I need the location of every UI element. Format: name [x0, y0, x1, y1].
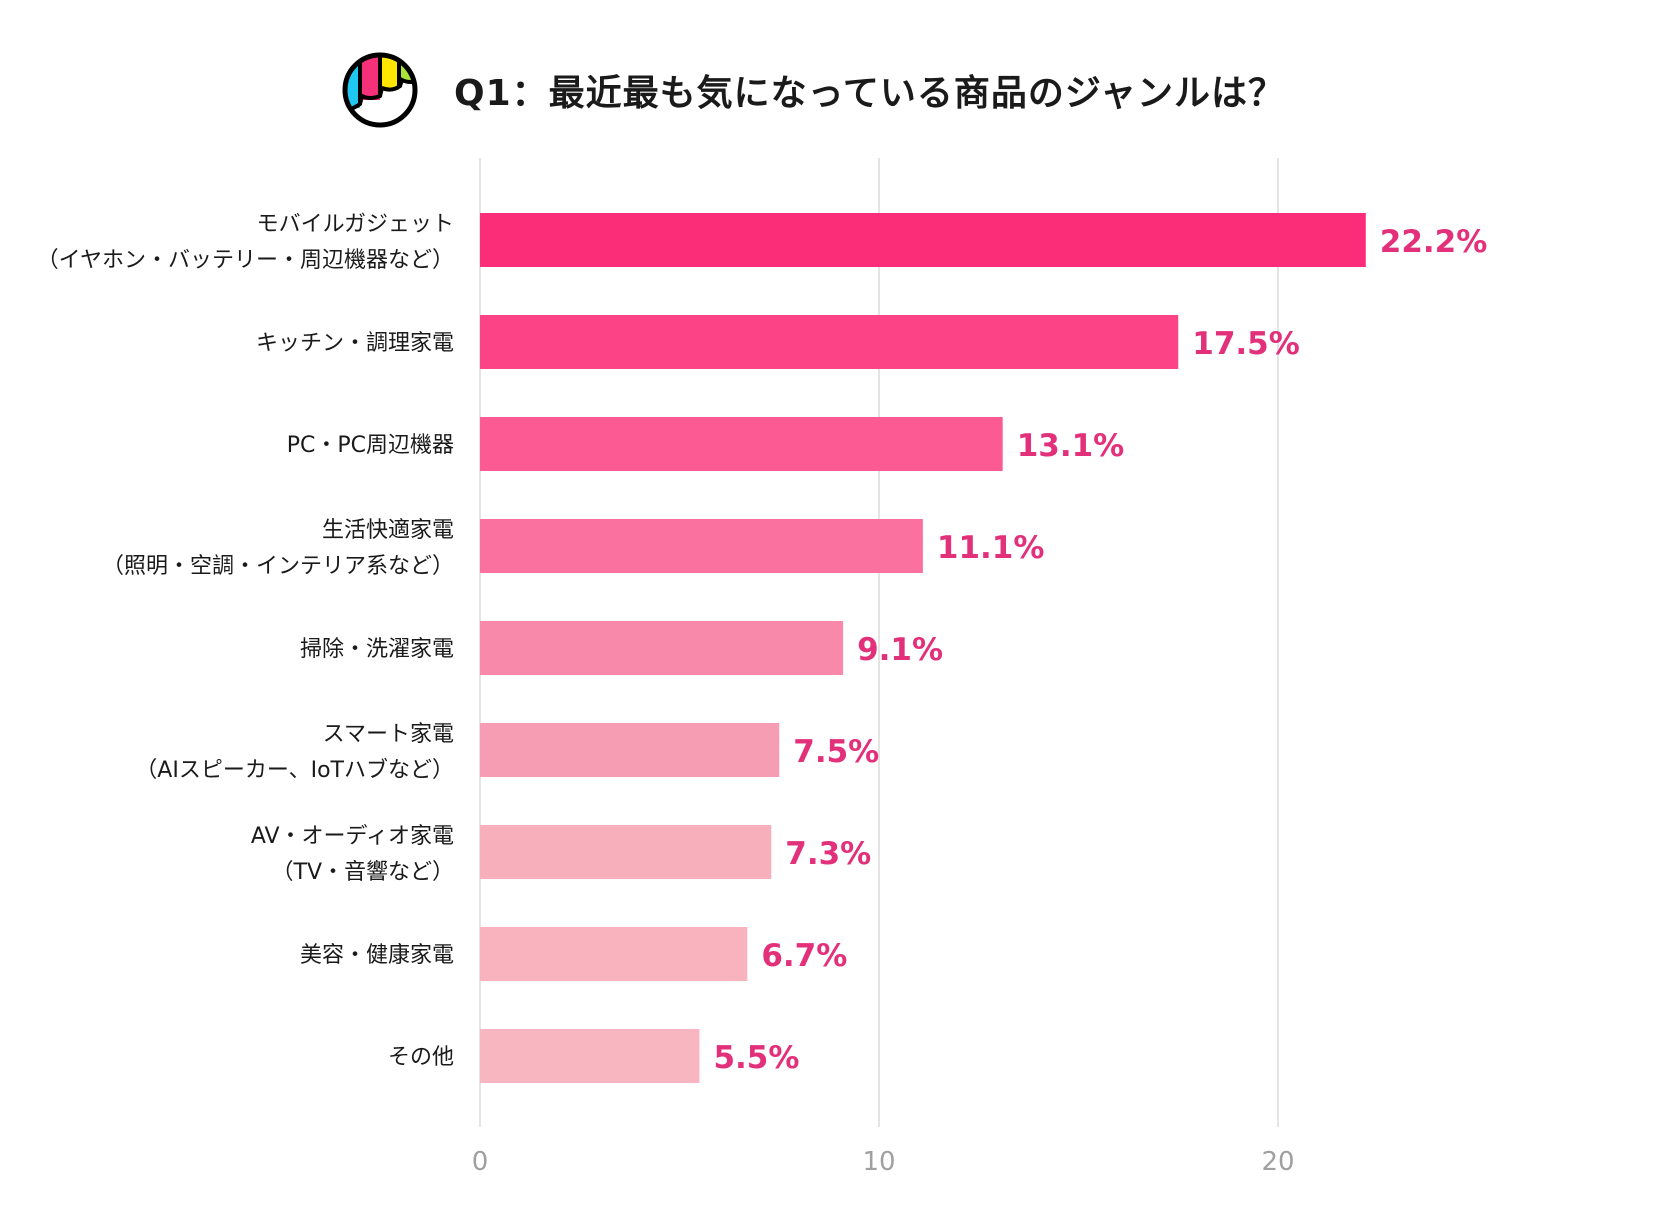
- category-label: スマート家電: [323, 722, 454, 747]
- category-label: （TV・音響など）: [272, 860, 455, 885]
- brand-logo-icon: [342, 52, 418, 128]
- bar: [480, 1029, 700, 1083]
- bar: [480, 927, 748, 981]
- category-label: キッチン・調理家電: [256, 331, 454, 356]
- x-tick-label: 10: [862, 1147, 895, 1177]
- value-label: 7.5%: [793, 734, 879, 770]
- category-label: （AIスピーカー、IoTハブなど）: [135, 758, 454, 783]
- category-label: 美容・健康家電: [300, 943, 454, 968]
- x-tick-label: 0: [472, 1147, 489, 1177]
- value-label: 17.5%: [1192, 326, 1300, 362]
- value-label: 11.1%: [937, 530, 1045, 566]
- value-label: 7.3%: [785, 836, 871, 872]
- category-label: 掃除・洗濯家電: [300, 637, 454, 662]
- bar: [480, 621, 844, 675]
- chart-header: Q1：最近最も気になっている商品のジャンルは？: [340, 50, 1285, 130]
- value-label: 6.7%: [761, 938, 847, 974]
- category-label: AV・オーディオ家電: [251, 824, 454, 849]
- category-label: PC・PC周辺機器: [287, 433, 454, 458]
- x-tick-label: 20: [1261, 1147, 1294, 1177]
- chart-title: Q1：最近最も気になっている商品のジャンルは？: [454, 73, 1286, 114]
- category-label: （照明・空調・インテリア系など）: [102, 554, 454, 579]
- bar: [480, 825, 772, 879]
- value-label: 13.1%: [1017, 428, 1125, 464]
- bar: [480, 519, 923, 573]
- bar: [480, 723, 780, 777]
- value-label: 22.2%: [1380, 224, 1488, 260]
- category-label: 生活快適家電: [322, 518, 454, 543]
- bar: [480, 315, 1179, 369]
- bar: [480, 213, 1366, 267]
- bar: [480, 417, 1003, 471]
- value-label: 9.1%: [857, 632, 943, 668]
- category-label: モバイルガジェット: [257, 212, 454, 237]
- category-label: その他: [388, 1045, 454, 1070]
- category-label: （イヤホン・バッテリー・周辺機器など）: [37, 248, 454, 273]
- value-label: 5.5%: [713, 1040, 799, 1076]
